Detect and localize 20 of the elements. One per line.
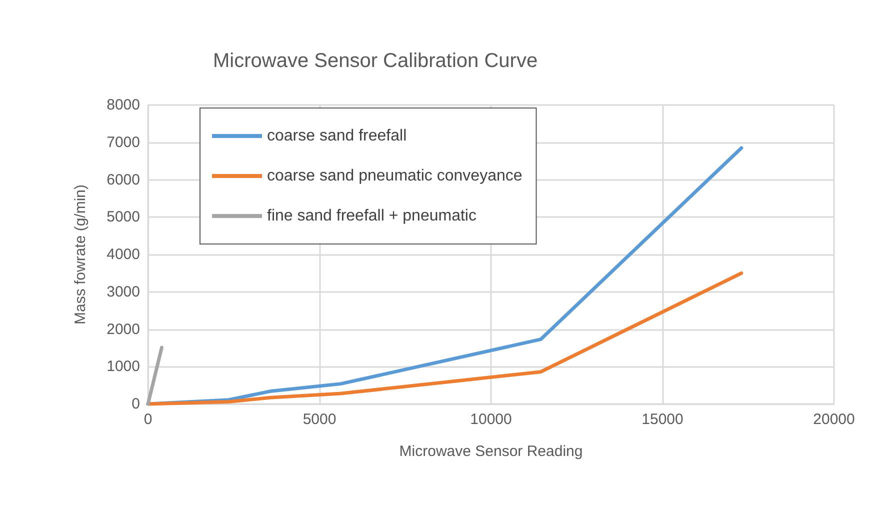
y-tick-label: 5000 (106, 208, 140, 226)
y-axis-title: Mass fowrate (g/min) (72, 184, 89, 325)
x-tick-label: 5000 (302, 411, 336, 428)
x-axis-title: Microwave Sensor Reading (399, 443, 583, 460)
y-tick-label: 3000 (106, 283, 140, 300)
x-tick-label: 0 (144, 411, 152, 428)
y-tick-label: 1000 (106, 358, 140, 376)
y-tick-label: 7000 (106, 134, 140, 151)
y-tick-label: 4000 (106, 246, 140, 263)
chart-title: Microwave Sensor Calibration Curve (213, 50, 538, 72)
legend-label: coarse sand pneumatic conveyance (267, 168, 522, 184)
legend-label: fine sand freefall + pneumatic (267, 208, 476, 224)
x-tick-label: 15000 (642, 411, 684, 428)
y-tick-label: 6000 (106, 171, 140, 188)
y-tick-label: 0 (132, 396, 140, 412)
x-tick-label: 10000 (470, 411, 512, 428)
legend-label: coarse sand freefall (267, 128, 407, 144)
y-tick-label: 8000 (106, 96, 140, 114)
x-tick-label: 20000 (813, 411, 855, 428)
y-tick-label: 2000 (106, 320, 140, 338)
